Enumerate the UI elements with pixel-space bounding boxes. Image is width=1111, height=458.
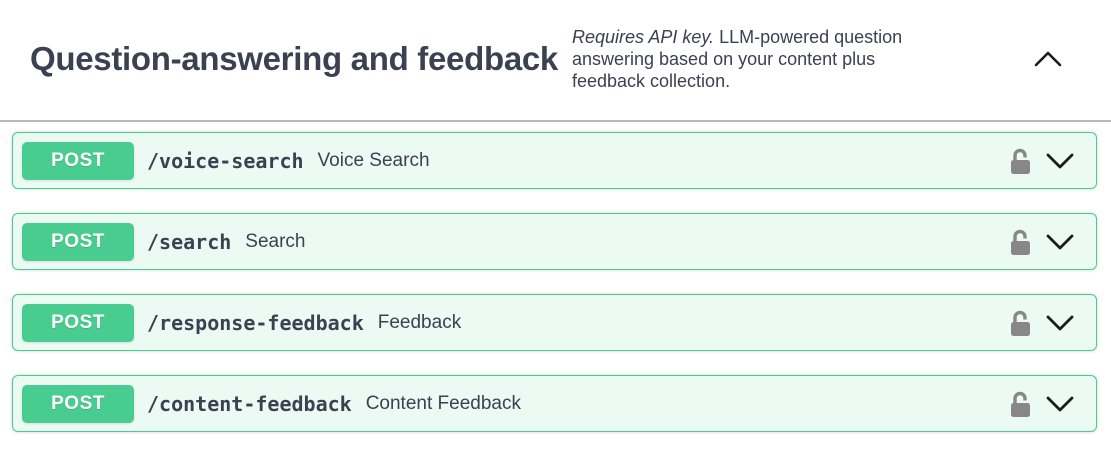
section-description-text: LLM-powered question answering based on … (571, 27, 903, 91)
endpoint-path: /voice-search (147, 148, 304, 173)
endpoint-summary: Search (245, 230, 306, 252)
method-badge: POST (22, 141, 134, 180)
chevron-down-icon (1046, 234, 1074, 250)
row-actions (1009, 390, 1074, 418)
auth-lock-button[interactable] (1009, 147, 1033, 175)
endpoint-path: /search (147, 229, 232, 254)
endpoint-list: POST /voice-search Voice Search (12, 132, 1097, 432)
row-actions (1009, 147, 1074, 175)
expand-operation-button[interactable] (1046, 153, 1074, 169)
chevron-down-icon (1046, 315, 1074, 331)
row-actions (1009, 228, 1074, 256)
chevron-down-icon (1046, 153, 1074, 169)
collapse-section-button[interactable] (1027, 45, 1069, 73)
auth-lock-button[interactable] (1009, 228, 1033, 256)
endpoint-path: /content-feedback (147, 391, 352, 416)
section-description: Requires API key. LLM-powered question a… (572, 26, 904, 92)
unlocked-padlock-icon (1009, 309, 1033, 337)
section-description-requires-api-key: Requires API key. (571, 27, 715, 47)
endpoint-path: /response-feedback (147, 310, 364, 335)
row-actions (1009, 309, 1074, 337)
method-badge: POST (22, 384, 134, 423)
unlocked-padlock-icon (1009, 228, 1033, 256)
endpoint-row-voice-search[interactable]: POST /voice-search Voice Search (12, 132, 1097, 189)
endpoint-summary: Content Feedback (365, 392, 521, 414)
expand-operation-button[interactable] (1046, 234, 1074, 250)
expand-operation-button[interactable] (1046, 396, 1074, 412)
unlocked-padlock-icon (1009, 390, 1033, 418)
expand-operation-button[interactable] (1046, 315, 1074, 331)
chevron-down-icon (1046, 396, 1074, 412)
section-header: Question-answering and feedback Requires… (0, 0, 1111, 122)
method-badge: POST (22, 303, 134, 342)
endpoint-summary: Feedback (377, 311, 462, 333)
endpoint-row-content-feedback[interactable]: POST /content-feedback Content Feedback (12, 375, 1097, 432)
endpoint-row-response-feedback[interactable]: POST /response-feedback Feedback (12, 294, 1097, 351)
method-badge: POST (22, 222, 134, 261)
auth-lock-button[interactable] (1009, 309, 1033, 337)
section-title[interactable]: Question-answering and feedback (30, 40, 558, 77)
chevron-up-icon (1033, 51, 1063, 67)
endpoint-summary: Voice Search (317, 149, 430, 171)
unlocked-padlock-icon (1009, 147, 1033, 175)
auth-lock-button[interactable] (1009, 390, 1033, 418)
endpoint-row-search[interactable]: POST /search Search (12, 213, 1097, 270)
